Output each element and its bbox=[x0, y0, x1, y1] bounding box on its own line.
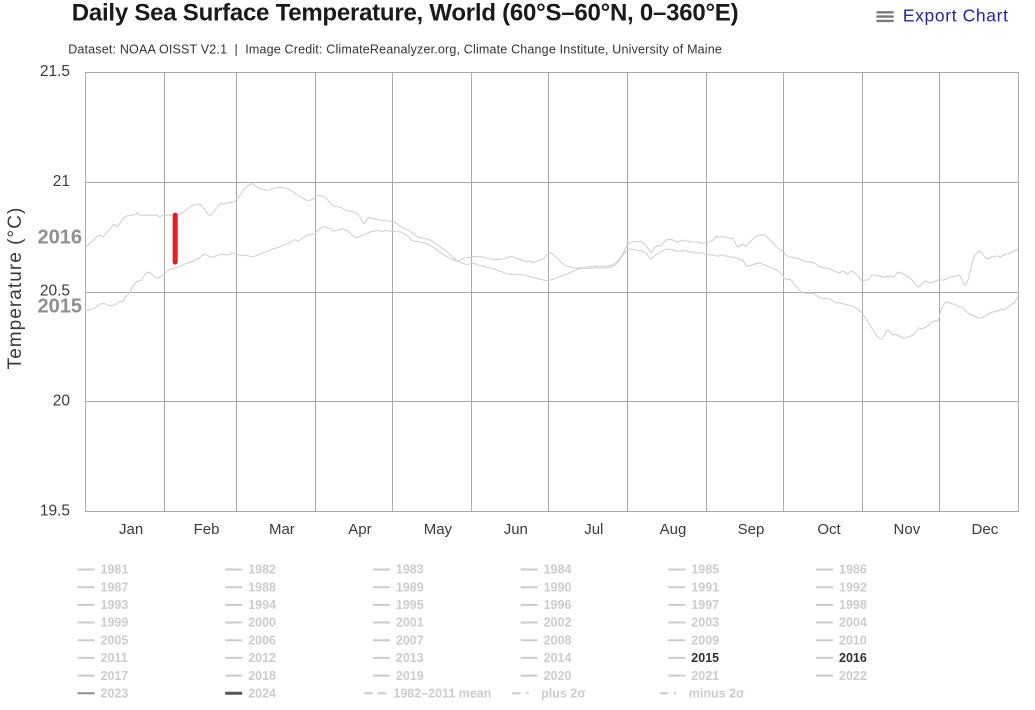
svg-text:2013: 2013 bbox=[396, 651, 424, 665]
svg-text:2006: 2006 bbox=[248, 633, 276, 647]
svg-text:minus 2σ: minus 2σ bbox=[689, 687, 745, 701]
svg-text:Mar: Mar bbox=[269, 521, 295, 538]
svg-text:1989: 1989 bbox=[396, 580, 424, 594]
svg-text:Sep: Sep bbox=[738, 521, 765, 538]
svg-text:2016: 2016 bbox=[38, 227, 83, 249]
svg-text:21.5: 21.5 bbox=[40, 63, 70, 80]
svg-text:20.5: 20.5 bbox=[40, 283, 70, 300]
svg-text:1987: 1987 bbox=[101, 580, 129, 594]
svg-text:1996: 1996 bbox=[544, 598, 572, 612]
svg-text:May: May bbox=[424, 521, 453, 538]
svg-text:2016: 2016 bbox=[839, 651, 867, 665]
svg-text:2004: 2004 bbox=[839, 616, 867, 630]
svg-text:2024: 2024 bbox=[248, 687, 276, 701]
svg-text:Temperature (°C): Temperature (°C) bbox=[5, 207, 26, 370]
svg-text:1981: 1981 bbox=[101, 563, 129, 577]
svg-text:2022: 2022 bbox=[839, 669, 867, 683]
svg-text:1991: 1991 bbox=[691, 580, 719, 594]
svg-text:2011: 2011 bbox=[101, 651, 128, 665]
svg-text:Jun: Jun bbox=[504, 521, 528, 538]
svg-text:1995: 1995 bbox=[396, 598, 424, 612]
svg-text:Export Chart: Export Chart bbox=[903, 6, 1009, 26]
svg-text:21: 21 bbox=[53, 173, 70, 190]
svg-text:Dec: Dec bbox=[972, 521, 999, 538]
svg-text:2002: 2002 bbox=[544, 616, 572, 630]
svg-text:1982–2011 mean: 1982–2011 mean bbox=[393, 687, 491, 701]
svg-text:Oct: Oct bbox=[817, 521, 841, 538]
svg-text:1982: 1982 bbox=[248, 563, 276, 577]
svg-text:Feb: Feb bbox=[194, 521, 220, 538]
svg-text:2010: 2010 bbox=[839, 633, 867, 647]
svg-text:2015: 2015 bbox=[38, 296, 83, 318]
svg-text:1984: 1984 bbox=[544, 563, 572, 577]
svg-text:1999: 1999 bbox=[101, 616, 129, 630]
svg-text:1985: 1985 bbox=[691, 563, 719, 577]
svg-text:2007: 2007 bbox=[396, 633, 424, 647]
svg-text:1990: 1990 bbox=[544, 580, 572, 594]
svg-text:Nov: Nov bbox=[894, 521, 921, 538]
svg-text:2020: 2020 bbox=[544, 669, 572, 683]
svg-text:2000: 2000 bbox=[248, 616, 276, 630]
svg-text:2008: 2008 bbox=[544, 633, 572, 647]
svg-text:1993: 1993 bbox=[101, 598, 129, 612]
svg-text:2019: 2019 bbox=[396, 669, 424, 683]
svg-text:2001: 2001 bbox=[396, 616, 424, 630]
svg-text:19.5: 19.5 bbox=[40, 502, 70, 519]
svg-text:Jul: Jul bbox=[584, 521, 603, 538]
svg-text:plus 2σ: plus 2σ bbox=[541, 687, 586, 701]
svg-text:2012: 2012 bbox=[248, 651, 276, 665]
svg-text:2003: 2003 bbox=[691, 616, 719, 630]
svg-text:1992: 1992 bbox=[839, 580, 867, 594]
svg-text:2018: 2018 bbox=[248, 669, 276, 683]
svg-text:1994: 1994 bbox=[248, 598, 276, 612]
svg-text:1988: 1988 bbox=[248, 580, 276, 594]
svg-text:20: 20 bbox=[53, 393, 71, 410]
svg-text:2021: 2021 bbox=[691, 669, 719, 683]
svg-text:1983: 1983 bbox=[396, 563, 424, 577]
svg-text:1998: 1998 bbox=[839, 598, 867, 612]
svg-text:2015: 2015 bbox=[691, 651, 719, 665]
svg-text:1997: 1997 bbox=[691, 598, 719, 612]
svg-text:Jan: Jan bbox=[119, 521, 143, 538]
svg-text:2023: 2023 bbox=[101, 687, 129, 701]
svg-text:2014: 2014 bbox=[544, 651, 572, 665]
svg-text:Daily Sea Surface Temperature,: Daily Sea Surface Temperature, World (60… bbox=[72, 0, 739, 26]
svg-text:2017: 2017 bbox=[101, 669, 129, 683]
svg-text:2009: 2009 bbox=[691, 633, 719, 647]
svg-text:2005: 2005 bbox=[101, 633, 129, 647]
svg-text:Apr: Apr bbox=[348, 521, 371, 538]
svg-text:Aug: Aug bbox=[660, 521, 687, 538]
svg-text:Dataset: NOAA OISST V2.1 | I: Dataset: NOAA OISST V2.1 | Image Credit:… bbox=[68, 43, 722, 57]
svg-text:1986: 1986 bbox=[839, 563, 867, 577]
